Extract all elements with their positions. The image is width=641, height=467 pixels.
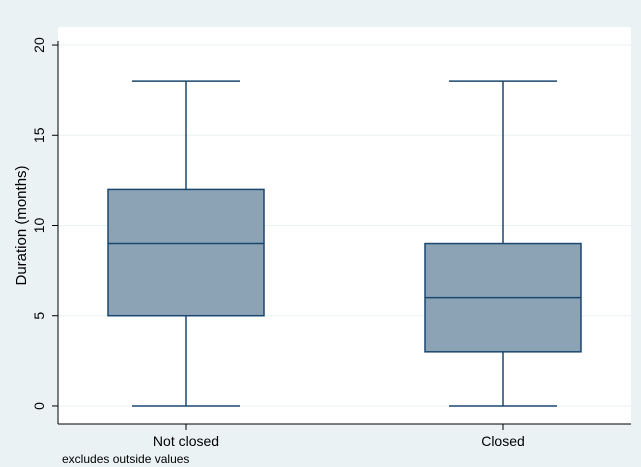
axes: 0 5 10 15 20 Not closed Closed bbox=[31, 37, 631, 449]
x-tick-label: Closed bbox=[481, 433, 525, 449]
box-not-closed bbox=[107, 80, 265, 407]
y-tick-label: 15 bbox=[31, 127, 47, 143]
iqr-box bbox=[107, 188, 265, 317]
y-tick-label: 20 bbox=[31, 37, 47, 53]
x-tick-label: Not closed bbox=[153, 433, 219, 449]
y-tick-label: 10 bbox=[31, 218, 47, 234]
box-series bbox=[107, 80, 582, 407]
y-tick-label: 5 bbox=[31, 312, 47, 320]
chart-note: excludes outside values bbox=[62, 452, 189, 466]
box-closed bbox=[424, 80, 582, 407]
y-tick-label: 0 bbox=[31, 402, 47, 410]
y-axis-title: Duration (months) bbox=[13, 165, 30, 285]
